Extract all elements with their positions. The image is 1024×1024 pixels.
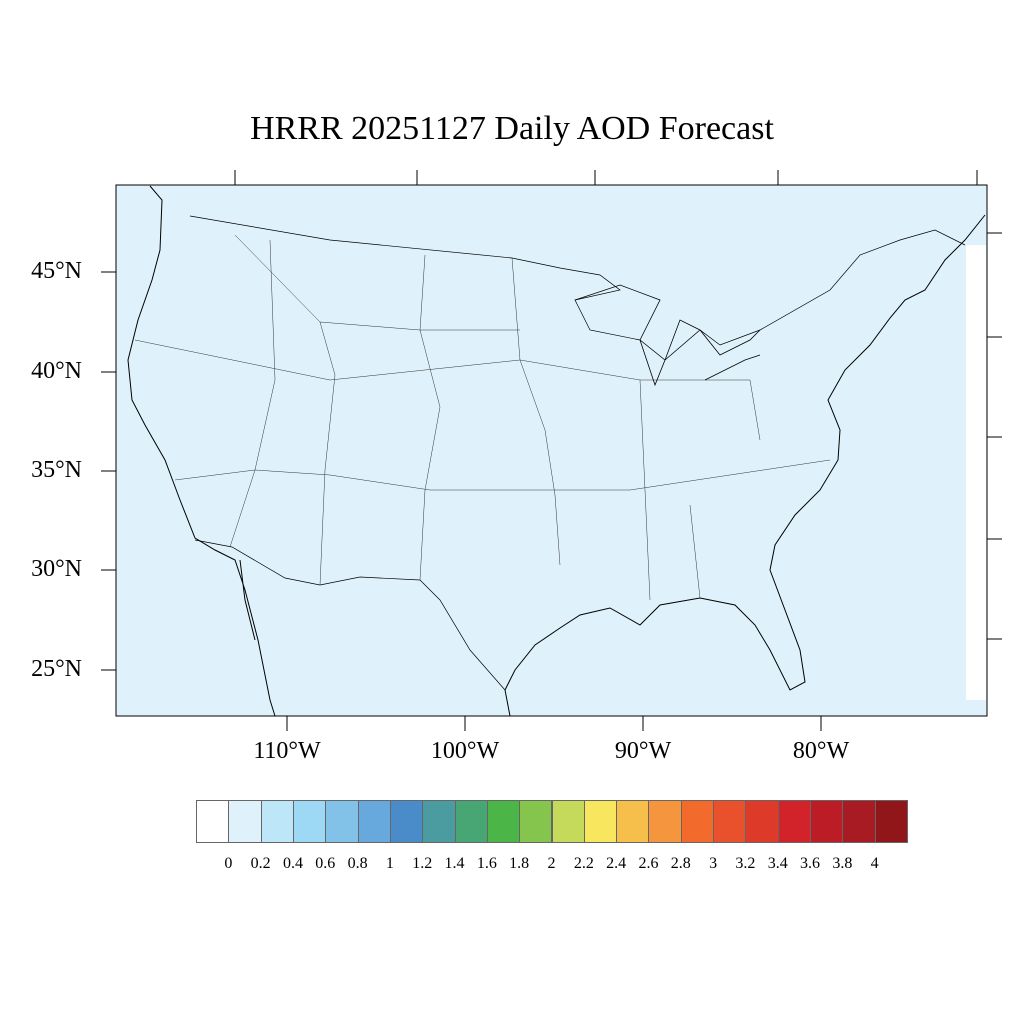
lat-label: 40°N (31, 358, 82, 384)
colorbar-label: 1.2 (412, 855, 433, 872)
colorbar-box (228, 800, 262, 843)
colorbar-box (874, 800, 908, 843)
colorbar-label: 3 (709, 855, 718, 872)
colorbar-label: 3.2 (735, 855, 756, 872)
map-title: HRRR 20251127 Daily AOD Forecast (250, 110, 774, 147)
colorbar-box (842, 800, 876, 843)
colorbar-box (680, 800, 715, 843)
colorbar-label: 2.4 (606, 855, 627, 872)
colorbar-box (583, 800, 618, 843)
colorbar-box (616, 800, 650, 843)
colorbar-box (454, 800, 488, 843)
colorbar-box (422, 800, 456, 843)
lon-label: 80°W (792, 738, 850, 764)
state-borders (134, 234, 831, 601)
lat-label: 35°N (31, 457, 82, 483)
coastline (127, 185, 986, 717)
colorbar-box (389, 800, 424, 843)
lon-label: 100°W (430, 738, 500, 764)
colorbar-label: 3.6 (800, 855, 821, 872)
colorbar-box (519, 800, 553, 843)
colorbar-box (292, 800, 327, 843)
colorbar-label: 3.8 (832, 855, 853, 872)
colorbar-label: 1.4 (444, 855, 465, 872)
colorbar-box (260, 800, 294, 843)
lon-label: 90°W (614, 738, 672, 764)
colorbar-label: 2.2 (573, 855, 594, 872)
colorbar-label: 1 (385, 855, 394, 872)
colorbar-label: 0.6 (315, 855, 336, 872)
colorbar-label: 2.8 (670, 855, 691, 872)
lat-label: 25°N (31, 656, 82, 682)
international-border (189, 215, 966, 691)
colorbar-box (810, 800, 844, 843)
colorbar-label: 2.6 (638, 855, 659, 872)
great-lakes (574, 284, 761, 387)
lat-label: 30°N (31, 556, 82, 582)
colorbar-box (486, 800, 521, 843)
colorbar-label: 0.8 (347, 855, 368, 872)
map-frame (115, 184, 988, 717)
colorbar-label: 1.8 (509, 855, 530, 872)
colorbar-box (648, 800, 682, 843)
lat-label: 45°N (31, 258, 82, 284)
colorbar-label: 3.4 (767, 855, 788, 872)
colorbar-label: 1.6 (476, 855, 497, 872)
colorbar-box (713, 800, 747, 843)
colorbar-label: 0.4 (282, 855, 303, 872)
colorbar-box (196, 800, 230, 843)
colorbar-box (325, 800, 359, 843)
colorbar-box (357, 800, 391, 843)
colorbar-label: 2 (547, 855, 556, 872)
map-background (116, 185, 987, 716)
colorbar-box (745, 800, 779, 843)
lon-label: 110°W (253, 738, 321, 764)
data-gap (966, 245, 986, 700)
colorbar-box (777, 800, 812, 843)
colorbar-label: 4 (870, 855, 879, 872)
colorbar-label: 0 (224, 855, 233, 872)
colorbar-label: 0.2 (250, 855, 271, 872)
ticks (101, 170, 1002, 731)
colorbar-box (551, 800, 585, 843)
